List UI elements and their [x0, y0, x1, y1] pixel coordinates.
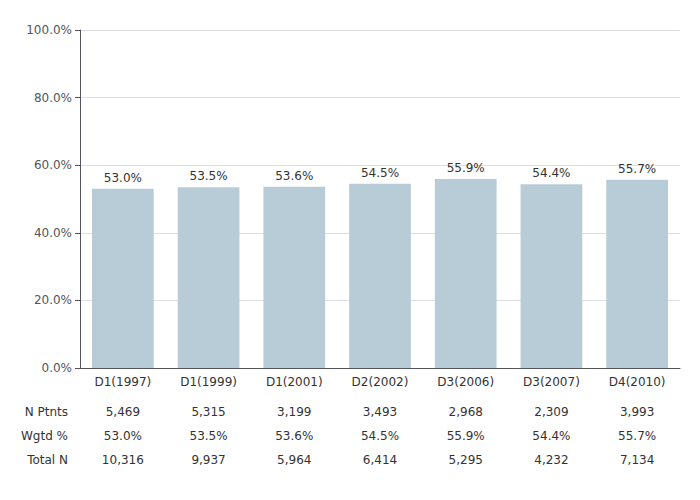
svg-text:2,968: 2,968: [449, 405, 483, 419]
svg-text:N Ptnts: N Ptnts: [25, 405, 68, 419]
svg-text:40.0%: 40.0%: [34, 226, 72, 240]
svg-text:55.9%: 55.9%: [447, 161, 485, 175]
svg-text:D1(2001): D1(2001): [266, 375, 323, 389]
svg-text:6,414: 6,414: [363, 453, 397, 467]
svg-text:53.0%: 53.0%: [104, 429, 142, 443]
svg-text:D4(2010): D4(2010): [609, 375, 666, 389]
svg-text:9,937: 9,937: [191, 453, 225, 467]
svg-text:5,469: 5,469: [106, 405, 140, 419]
svg-text:54.4%: 54.4%: [532, 166, 570, 180]
svg-text:4,232: 4,232: [534, 453, 568, 467]
svg-text:53.5%: 53.5%: [190, 169, 228, 183]
svg-text:Wgtd %: Wgtd %: [21, 429, 68, 443]
svg-text:10,316: 10,316: [102, 453, 144, 467]
svg-text:55.7%: 55.7%: [618, 429, 656, 443]
svg-text:55.9%: 55.9%: [447, 429, 485, 443]
svg-text:2,309: 2,309: [534, 405, 568, 419]
svg-text:D3(2007): D3(2007): [523, 375, 580, 389]
svg-text:54.5%: 54.5%: [361, 429, 399, 443]
svg-text:5,295: 5,295: [449, 453, 483, 467]
svg-text:60.0%: 60.0%: [34, 158, 72, 172]
svg-text:80.0%: 80.0%: [34, 91, 72, 105]
svg-text:3,199: 3,199: [277, 405, 311, 419]
svg-text:53.0%: 53.0%: [104, 171, 142, 185]
svg-text:D1(1997): D1(1997): [94, 375, 151, 389]
svg-text:D1(1999): D1(1999): [180, 375, 237, 389]
svg-text:54.4%: 54.4%: [532, 429, 570, 443]
svg-text:0.0%: 0.0%: [42, 361, 73, 375]
svg-text:53.6%: 53.6%: [275, 169, 313, 183]
svg-text:53.5%: 53.5%: [190, 429, 228, 443]
svg-text:55.7%: 55.7%: [618, 162, 656, 176]
svg-text:7,134: 7,134: [620, 453, 654, 467]
svg-text:D2(2002): D2(2002): [352, 375, 409, 389]
svg-text:54.5%: 54.5%: [361, 166, 399, 180]
svg-text:D3(2006): D3(2006): [437, 375, 494, 389]
svg-text:53.6%: 53.6%: [275, 429, 313, 443]
svg-text:Total N: Total N: [26, 453, 68, 467]
svg-text:20.0%: 20.0%: [34, 293, 72, 307]
svg-text:5,964: 5,964: [277, 453, 311, 467]
svg-text:3,493: 3,493: [363, 405, 397, 419]
svg-text:5,315: 5,315: [191, 405, 225, 419]
svg-text:100.0%: 100.0%: [26, 23, 72, 37]
svg-text:3,993: 3,993: [620, 405, 654, 419]
